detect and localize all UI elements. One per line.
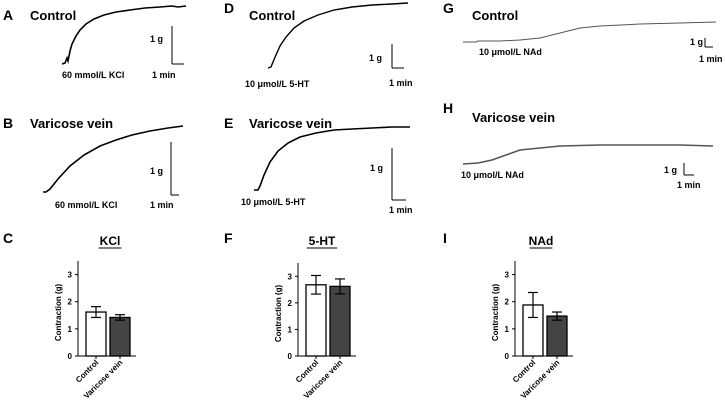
y-tick-label: 3 [505, 271, 510, 280]
bar [305, 284, 327, 357]
scale-y-label: 1 g [150, 166, 163, 176]
panel-title: Control [249, 8, 295, 23]
stimulus-label: 60 mmol/L KCl [62, 70, 124, 80]
panel-d: D Control 1 g 1 min 10 μmol/L 5-HT [224, 0, 413, 89]
stimulus-label: 10 μmol/L NAd [479, 47, 542, 57]
y-tick-label: 2 [68, 298, 73, 307]
y-tick-label: 2 [288, 299, 293, 308]
scale-bar [391, 44, 404, 69]
y-tick-label: 0 [505, 352, 510, 361]
chart-title: KCl [100, 234, 121, 248]
panel-letter: B [3, 115, 13, 131]
scale-x-label: 1 min [150, 200, 174, 210]
panel-e: E Varicose vein 1 g 1 min 10 μmol/L 5-HT [224, 115, 413, 215]
scale-bar [171, 26, 184, 65]
panel-letter: C [3, 230, 13, 246]
scale-bar [683, 163, 694, 176]
panel-letter: H [443, 100, 453, 116]
y-tick-label: 1 [68, 325, 73, 334]
panel-letter: A [3, 7, 13, 23]
scale-x-label: 1 min [699, 54, 723, 64]
panel-title: Varicose vein [30, 116, 113, 131]
chart-title: NAd [529, 234, 554, 248]
scale-y-label: 1 g [370, 163, 383, 173]
scale-y-label: 1 g [664, 165, 677, 175]
stimulus-label: 10 μmol/L 5-HT [245, 79, 310, 89]
panel-letter: F [224, 230, 233, 246]
y-axis-label: Contraction (g) [54, 284, 63, 342]
stimulus-label: 10 μmol/L 5-HT [241, 197, 306, 207]
stimulus-label: 60 mmol/L KCl [55, 200, 117, 210]
scale-x-label: 1 min [389, 205, 413, 215]
panel-letter: D [224, 0, 234, 16]
y-tick-label: 1 [505, 325, 510, 334]
chart-title: 5-HT [309, 234, 336, 248]
panel-a: A Control 1 g 1 min 60 mmol/L KCl [3, 5, 187, 80]
scale-y-label: 1 g [690, 37, 703, 47]
panel-title: Control [30, 8, 76, 23]
panel-g: G Control 1 g 1 min 10 μmol/L NAd [443, 0, 723, 64]
panel-h: H Varicose vein 1 g 1 min 10 μmol/L NAd [443, 100, 714, 190]
scale-bar [391, 148, 406, 201]
scale-x-label: 1 min [152, 70, 176, 80]
panel-b: B Varicose vein 1 g 1 min 60 mmol/L KCl [3, 115, 184, 210]
panel-title: Varicose vein [249, 116, 332, 131]
stimulus-label: 10 μmol/L NAd [461, 170, 524, 180]
panel-title: Control [472, 8, 518, 23]
panel-letter: G [443, 0, 454, 16]
trace [267, 2, 409, 69]
bar [329, 285, 351, 357]
scale-bar [704, 38, 713, 48]
scale-x-label: 1 min [677, 180, 701, 190]
trace [43, 125, 184, 193]
scale-bar [170, 142, 179, 196]
y-tick-label: 1 [288, 325, 293, 334]
y-tick-label: 3 [68, 271, 73, 280]
scale-y-label: 1 g [150, 34, 163, 44]
panel-letter: E [224, 115, 233, 131]
y-tick-label: 3 [288, 272, 293, 281]
trace [61, 5, 187, 65]
trace [462, 144, 714, 165]
panel-letter: I [443, 230, 447, 246]
bar [85, 311, 107, 357]
scale-x-label: 1 min [389, 78, 413, 88]
trace [254, 126, 410, 191]
y-tick-label: 0 [68, 352, 73, 361]
scale-y-label: 1 g [369, 53, 382, 63]
y-tick-label: 2 [505, 298, 510, 307]
panel-title: Varicose vein [472, 110, 555, 125]
y-tick-label: 0 [288, 352, 293, 361]
bar [546, 315, 568, 357]
trace [463, 21, 717, 43]
y-axis-label: Contraction (g) [491, 284, 500, 342]
y-axis-label: Contraction (g) [274, 285, 283, 343]
bar [109, 316, 131, 357]
